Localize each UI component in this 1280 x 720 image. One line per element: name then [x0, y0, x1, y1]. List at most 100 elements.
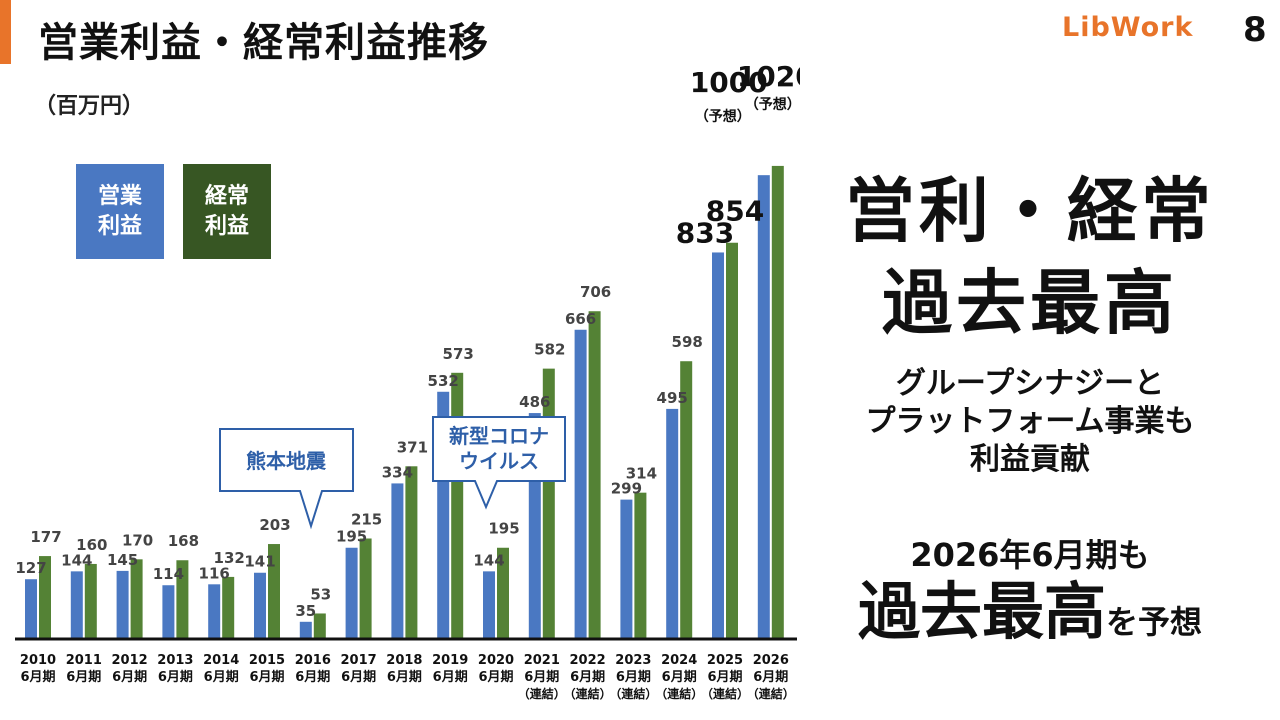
- bar-operating-15: [712, 252, 724, 638]
- synergy-line-2: プラットフォーム事業も: [865, 404, 1195, 439]
- callout-kumamoto: 熊本地震: [219, 428, 354, 530]
- bar-operating-16: [757, 175, 770, 638]
- record-text: 過去最高: [857, 575, 1106, 648]
- bar-ordinary-1: [84, 563, 97, 638]
- accent-bar: [0, 0, 11, 64]
- x-tick-label-3-1: 6月期: [158, 670, 193, 685]
- bar-operating-7: [345, 547, 358, 638]
- headline-line-1: 営利・経常: [845, 170, 1215, 252]
- callout-covid-text-2: ウイルス: [459, 449, 539, 473]
- value-label-ordinary-4: 132: [214, 549, 245, 567]
- legend-ordinary-line2: 利益: [204, 213, 249, 239]
- value-label-operating-7: 195: [336, 528, 367, 546]
- x-tick-label-10-1: 6月期: [478, 670, 513, 685]
- bar-operating-0: [25, 579, 37, 638]
- value-label-operating-12: 666: [565, 310, 596, 328]
- headline-record-profit: 営利・経常 過去最高: [820, 165, 1240, 349]
- value-label-ordinary-5: 203: [259, 516, 290, 534]
- callout-covid-text-1: 新型コロナ: [449, 424, 549, 448]
- value-label-operating-3: 114: [153, 565, 184, 583]
- bar-operating-8: [391, 483, 404, 638]
- bar-ordinary-13: [634, 492, 647, 638]
- x-tick-label-12-1: 6月期: [570, 670, 605, 685]
- legend-operating-profit: 営業 利益: [76, 164, 164, 259]
- value-label-operating-10: 144: [473, 551, 504, 569]
- x-tick-label-14-2: （連結）: [655, 686, 703, 701]
- x-tick-label-3-0: 2013: [157, 653, 193, 668]
- synergy-text: グループシナジーと プラットフォーム事業も 利益貢献: [820, 365, 1240, 479]
- x-tick-label-9-0: 2019: [432, 653, 468, 668]
- callout-kumamoto-text: 熊本地震: [246, 449, 327, 473]
- value-label-ordinary-8: 371: [397, 438, 428, 456]
- bar-operating-1: [70, 571, 83, 638]
- x-tick-label-13-0: 2023: [615, 653, 651, 668]
- value-label-operating-5: 141: [244, 553, 275, 571]
- x-tick-label-15-1: 6月期: [707, 670, 742, 685]
- forecast-note-operating: （予想）: [695, 108, 751, 125]
- bar-ordinary-16: [771, 165, 784, 638]
- x-tick-label-4-0: 2014: [203, 653, 239, 668]
- value-label-operating-15: 833: [676, 216, 734, 249]
- x-tick-label-14-1: 6月期: [662, 670, 697, 685]
- value-label-ordinary-9: 573: [443, 345, 474, 363]
- x-tick-label-8-0: 2018: [386, 653, 422, 668]
- bar-ordinary-15: [726, 242, 738, 639]
- unit-label: （百万円）: [34, 94, 145, 119]
- x-tick-label-11-0: 2021: [524, 653, 560, 668]
- x-tick-label-2-0: 2012: [112, 653, 148, 668]
- synergy-line-1: グループシナジーと: [895, 366, 1165, 401]
- x-tick-label-13-1: 6月期: [616, 670, 651, 685]
- x-tick-labels-group: 2010 6月期 2011 6月期 2012 6月期 2013 6月期 2014 6月期 2015 6…: [20, 653, 795, 701]
- value-label-ordinary-11: 582: [534, 341, 565, 359]
- x-tick-label-16-2: （連結）: [747, 686, 795, 701]
- value-label-ordinary-15: 854: [706, 195, 764, 228]
- bar-ordinary-14: [680, 361, 693, 638]
- record-suffix: を予想: [1106, 603, 1203, 641]
- libwork-logo: LibWork: [1062, 12, 1194, 43]
- bar-operating-5: [254, 572, 266, 638]
- bar-ordinary-0: [39, 556, 51, 638]
- value-label-operating-16: 1000: [690, 66, 768, 99]
- value-label-operating-2: 145: [107, 551, 138, 569]
- value-label-operating-1: 144: [61, 551, 92, 569]
- x-tick-label-9-1: 6月期: [433, 670, 468, 685]
- bar-ordinary-3: [176, 560, 189, 638]
- value-label-operating-13: 299: [611, 480, 642, 498]
- x-tick-label-7-0: 2017: [341, 653, 377, 668]
- synergy-line-3: 利益貢献: [970, 442, 1090, 477]
- x-tick-label-0-1: 6月期: [20, 670, 55, 685]
- bar-operating-4: [208, 584, 221, 638]
- x-tick-label-12-2: （連結）: [564, 686, 612, 701]
- value-label-operating-14: 495: [657, 389, 688, 407]
- x-tick-label-7-1: 6月期: [341, 670, 376, 685]
- x-tick-label-11-2: （連結）: [518, 686, 566, 701]
- value-label-operating-11: 486: [519, 393, 550, 411]
- x-tick-label-10-0: 2020: [478, 653, 514, 668]
- bar-operating-3: [162, 585, 175, 638]
- x-tick-label-15-0: 2025: [707, 653, 743, 668]
- x-tick-label-5-1: 6月期: [249, 670, 284, 685]
- x-tick-label-8-1: 6月期: [387, 670, 422, 685]
- bar-ordinary-2: [130, 559, 143, 638]
- x-tick-label-15-2: （連結）: [701, 686, 749, 701]
- bar-operating-14: [666, 408, 679, 638]
- x-tick-label-13-2: （連結）: [609, 686, 657, 701]
- x-tick-label-11-1: 6月期: [524, 670, 559, 685]
- bar-operating-6: [299, 621, 312, 638]
- bar-ordinary-4: [222, 576, 235, 638]
- x-tick-label-2-1: 6月期: [112, 670, 147, 685]
- legend-operating-line1: 営業: [97, 183, 142, 209]
- bar-operating-12: [574, 329, 587, 638]
- legend-ordinary-profit: 経常 利益: [183, 164, 271, 259]
- fy2026-line: 2026年6月期も: [910, 536, 1150, 574]
- x-tick-label-6-1: 6月期: [295, 670, 330, 685]
- page-number: 8: [1243, 10, 1267, 50]
- bars-group: [25, 165, 784, 639]
- bar-ordinary-12: [588, 311, 601, 638]
- value-label-ordinary-14: 598: [672, 333, 703, 351]
- value-label-operating-6: 35: [295, 602, 316, 620]
- x-tick-label-12-0: 2022: [570, 653, 606, 668]
- value-label-ordinary-7: 215: [351, 510, 382, 528]
- legend-operating-line2: 利益: [97, 213, 142, 239]
